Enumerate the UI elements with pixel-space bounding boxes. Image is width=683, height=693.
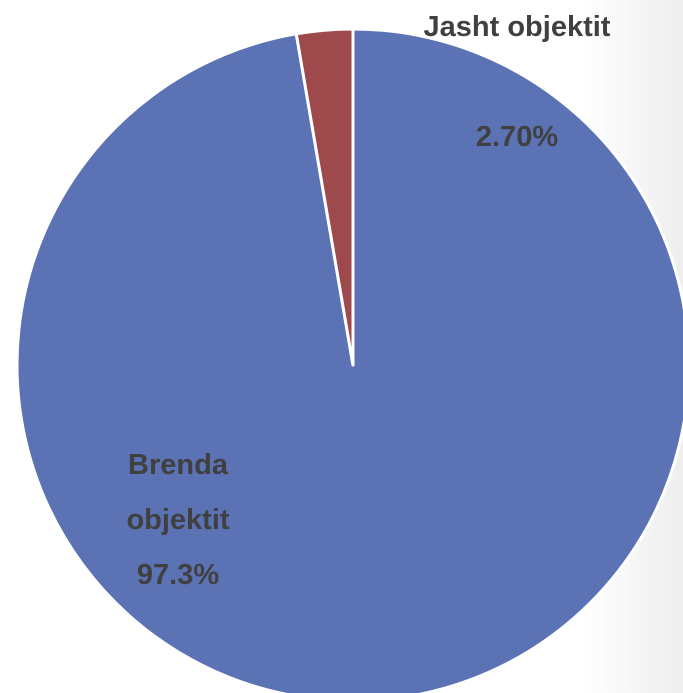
pie-slice xyxy=(294,27,355,367)
slice-value-label: 97.3% xyxy=(136,559,220,591)
pie-slice xyxy=(15,27,683,693)
slice-value-label: 2.70% xyxy=(475,121,559,153)
slice-category-label: Jasht objektit xyxy=(423,11,611,43)
slice-category-label: Brenda objektit xyxy=(126,449,230,536)
